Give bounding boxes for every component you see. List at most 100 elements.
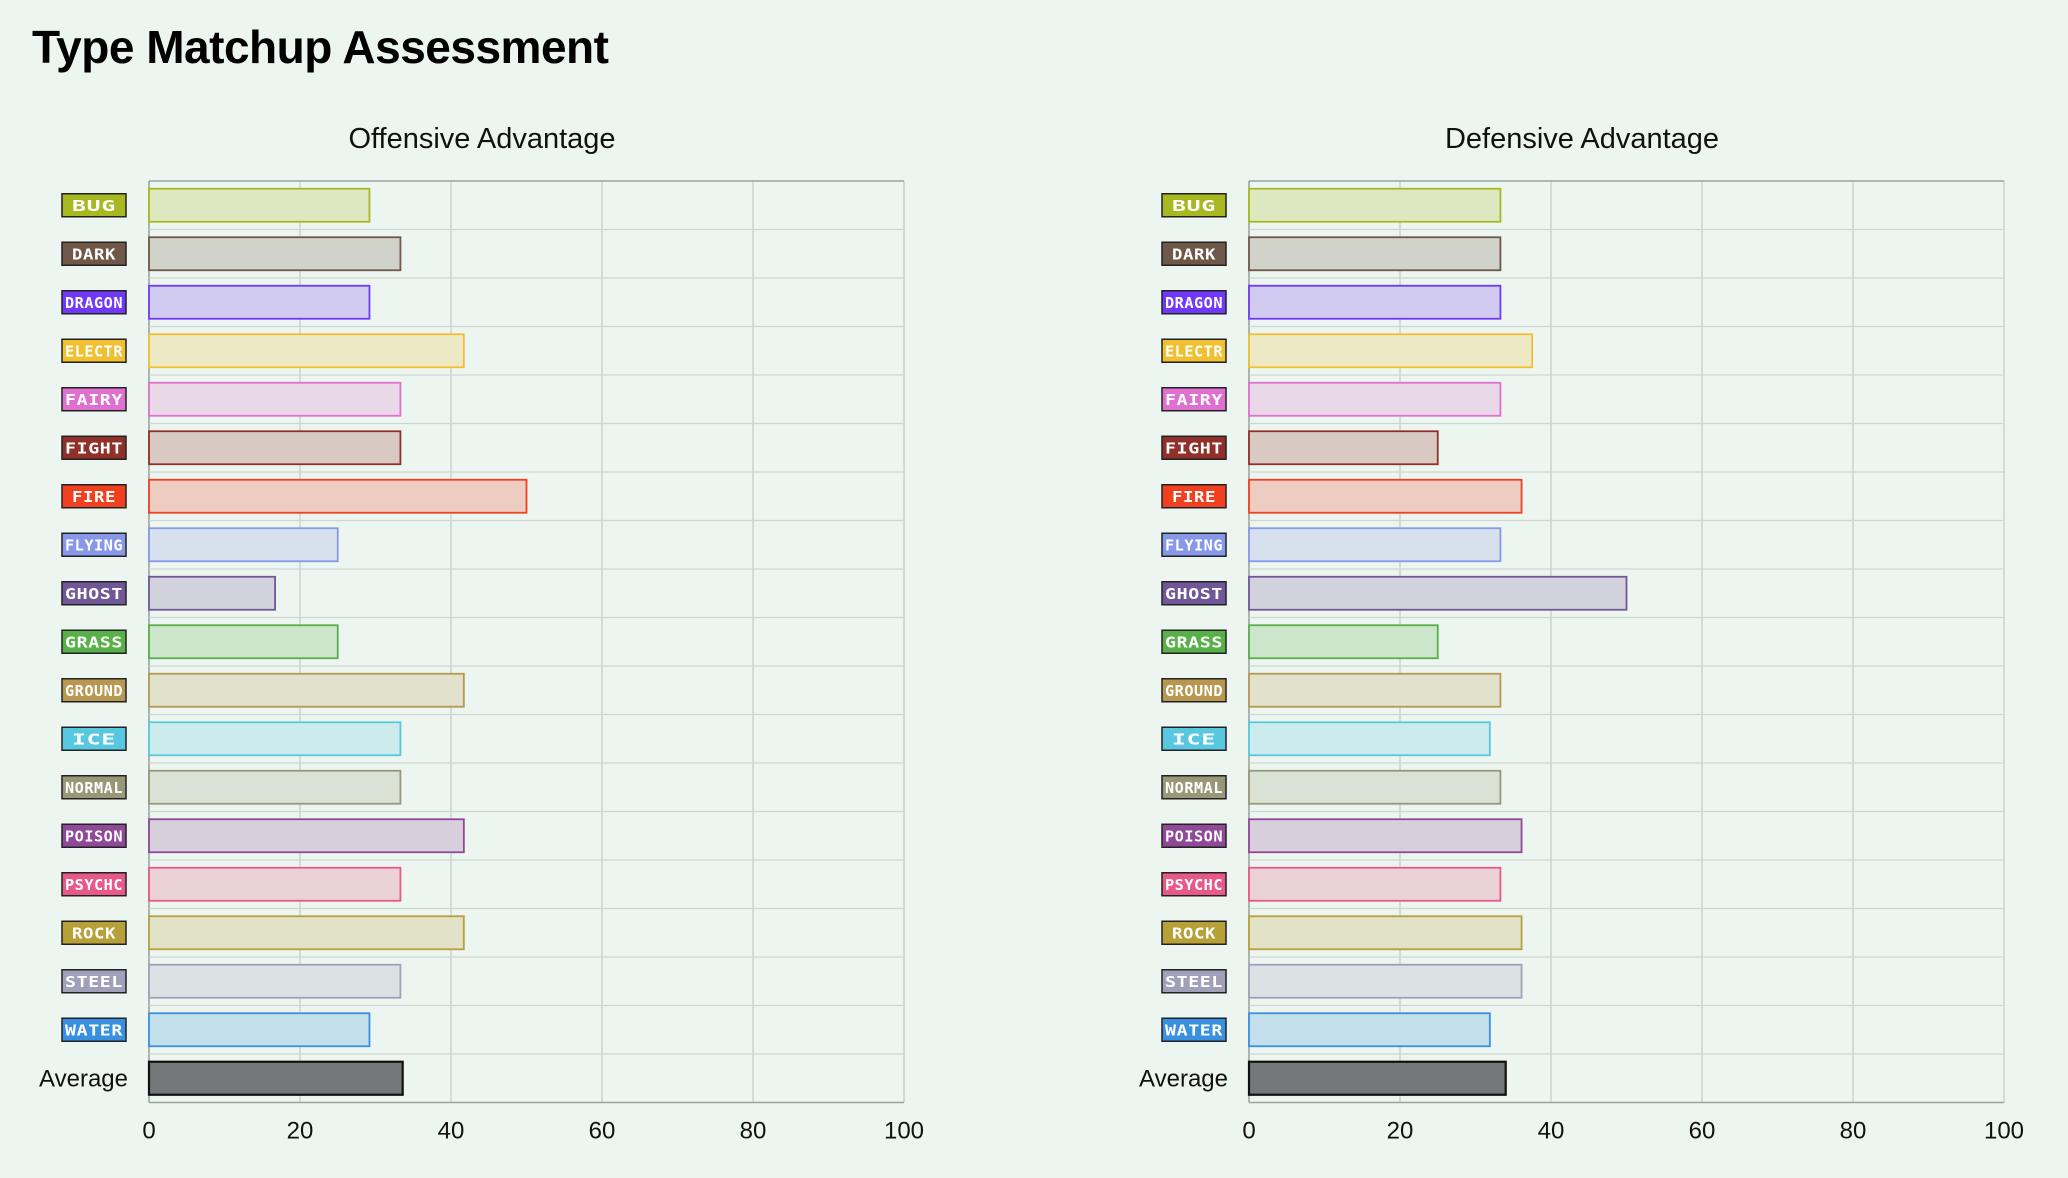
bar-ghost <box>1248 575 1628 611</box>
type-badge-label: PSYCHC <box>65 876 123 894</box>
type-badge-label: ICE <box>1172 730 1216 748</box>
type-badge-bg <box>61 726 127 751</box>
type-badge-dark: DARK <box>1161 241 1227 266</box>
type-badge-bg <box>1161 969 1227 994</box>
type-badge-ground: GROUND <box>1161 678 1227 703</box>
type-badge-bug: BUG <box>61 193 127 218</box>
type-badge-flying: FLYING <box>61 532 127 557</box>
bar-dark <box>1248 236 1502 272</box>
x-tick-label: 100 <box>884 1118 924 1145</box>
type-badge-poison: POISON <box>61 823 127 848</box>
type-badge-bg <box>61 532 127 557</box>
type-badge-ground: GROUND <box>61 678 127 703</box>
bar-grass <box>148 624 339 660</box>
type-badge-label: BUG <box>1172 197 1216 215</box>
type-badge-ice: ICE <box>61 726 127 751</box>
type-badge-bg <box>61 387 127 412</box>
type-badge-label: FIRE <box>1172 488 1216 506</box>
x-tick-label: 80 <box>1840 1118 1867 1145</box>
type-badge-bg <box>1161 581 1227 606</box>
type-badge-rock: ROCK <box>1161 920 1227 945</box>
type-badge-bg <box>61 193 127 218</box>
type-badge-bg <box>1161 338 1227 363</box>
type-badge-label: STEEL <box>1165 973 1223 991</box>
type-badge-ice: ICE <box>1161 726 1227 751</box>
bar-electr <box>1248 333 1534 369</box>
type-badge-electr: ELECTR <box>1161 338 1227 363</box>
page-title: Type Matchup Assessment <box>32 21 609 73</box>
defensive-chart-svg: Defensive Advantage BUG DARK DRAGON ELECTR F… <box>1139 123 2024 1145</box>
type-badge-fairy: FAIRY <box>1161 387 1227 412</box>
type-badge-label: NORMAL <box>65 779 123 797</box>
type-badge-label: ROCK <box>1172 924 1216 942</box>
type-badge-ghost: GHOST <box>61 581 127 606</box>
type-badge-bg <box>61 678 127 703</box>
defensive-advantage-chart: Defensive Advantage BUG DARK DRAGON ELECTR F… <box>1100 110 2068 1170</box>
type-badge-label: GHOST <box>65 585 123 603</box>
bar-ghost <box>148 575 276 611</box>
type-badge-bg <box>1161 532 1227 557</box>
type-badge-label: FIGHT <box>65 439 123 457</box>
type-badge-label: FIRE <box>72 488 116 506</box>
bar-flying <box>148 527 339 563</box>
offensive-chart-svg: Offensive Advantage BUG DARK DRAGON ELECTR F… <box>39 123 924 1145</box>
type-badge-label: FIGHT <box>1165 439 1223 457</box>
x-tick-label: 60 <box>1689 1118 1716 1145</box>
bar-psychc <box>148 866 402 902</box>
type-badge-label: ELECTR <box>1165 342 1223 360</box>
type-badge-label: WATER <box>1165 1021 1224 1039</box>
type-badge-steel: STEEL <box>61 969 127 994</box>
offensive-advantage-chart: Offensive Advantage BUG DARK DRAGON ELECTR F… <box>0 110 968 1170</box>
bar-average <box>1247 1060 1507 1096</box>
bar-normal <box>148 769 402 805</box>
type-badge-fight: FIGHT <box>1161 435 1227 460</box>
type-badge-electr: ELECTR <box>61 338 127 363</box>
type-badge-psychc: PSYCHC <box>1161 872 1227 897</box>
type-badge-label: DRAGON <box>1165 294 1223 312</box>
bar-ice <box>148 721 402 757</box>
type-badge-fire: FIRE <box>1161 484 1227 509</box>
type-badge-bg <box>61 338 127 363</box>
type-badge-label: ELECTR <box>65 342 123 360</box>
type-badge-bg <box>1161 726 1227 751</box>
x-tick-label: 60 <box>589 1118 616 1145</box>
type-badge-bug: BUG <box>1161 193 1227 218</box>
type-badge-label: GHOST <box>1165 585 1223 603</box>
bar-ground <box>148 672 465 708</box>
bar-dragon <box>148 284 371 320</box>
x-tick-label: 40 <box>438 1118 465 1145</box>
bar-dark <box>148 236 402 272</box>
bar-steel <box>1248 963 1523 999</box>
type-badge-bg <box>1161 872 1227 897</box>
type-badge-label: DARK <box>72 245 116 263</box>
type-badge-bg <box>1161 387 1227 412</box>
type-badge-normal: NORMAL <box>1161 775 1227 800</box>
chart-title: Offensive Advantage <box>348 123 615 155</box>
bar-steel <box>148 963 402 999</box>
type-badge-fight: FIGHT <box>61 435 127 460</box>
type-badge-dragon: DRAGON <box>1161 290 1227 315</box>
type-badge-label: WATER <box>65 1021 124 1039</box>
type-badge-grass: GRASS <box>1161 629 1227 654</box>
type-badge-label: POISON <box>65 827 123 845</box>
type-badge-steel: STEEL <box>1161 969 1227 994</box>
x-tick-label: 100 <box>1984 1118 2024 1145</box>
type-badge-rock: ROCK <box>61 920 127 945</box>
bar-average <box>147 1060 404 1096</box>
type-badge-normal: NORMAL <box>61 775 127 800</box>
category-label-average: Average <box>1139 1065 1228 1092</box>
type-badge-bg <box>1161 775 1227 800</box>
bar-bug <box>1248 187 1502 223</box>
type-badge-label: FAIRY <box>1165 391 1223 409</box>
type-badge-label: GROUND <box>1165 682 1223 700</box>
bar-poison <box>148 818 465 854</box>
bar-water <box>148 1012 371 1048</box>
bar-normal <box>1248 769 1502 805</box>
type-badge-bg <box>1161 920 1227 945</box>
type-badge-bg <box>61 435 127 460</box>
type-badge-label: DARK <box>1172 245 1216 263</box>
type-badge-label: FAIRY <box>65 391 123 409</box>
bar-poison <box>1248 818 1523 854</box>
x-tick-label: 0 <box>1242 1118 1255 1145</box>
type-badge-bg <box>1161 823 1227 848</box>
